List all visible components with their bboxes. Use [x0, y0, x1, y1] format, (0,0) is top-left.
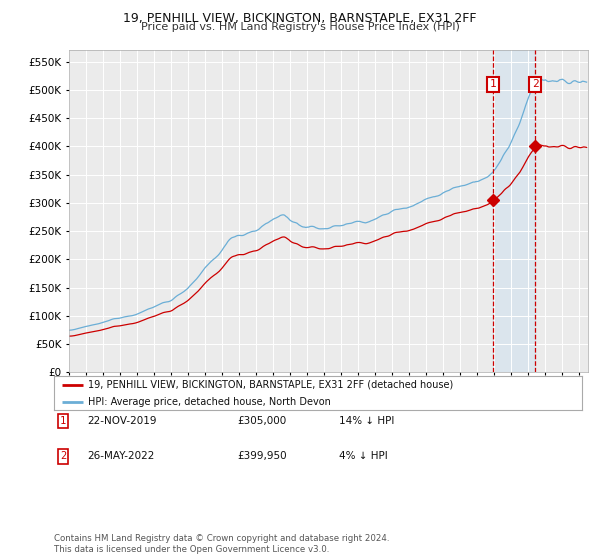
Text: 14% ↓ HPI: 14% ↓ HPI	[339, 416, 394, 426]
Text: £305,000: £305,000	[237, 416, 286, 426]
Text: 22-NOV-2019: 22-NOV-2019	[87, 416, 157, 426]
Text: 19, PENHILL VIEW, BICKINGTON, BARNSTAPLE, EX31 2FF: 19, PENHILL VIEW, BICKINGTON, BARNSTAPLE…	[123, 12, 477, 25]
Text: 2: 2	[532, 80, 539, 89]
Text: 1: 1	[490, 80, 496, 89]
Text: 2: 2	[60, 451, 66, 461]
Bar	[493, 50, 535, 372]
Text: 1: 1	[60, 416, 66, 426]
Text: 26-MAY-2022: 26-MAY-2022	[87, 451, 154, 461]
Text: 4% ↓ HPI: 4% ↓ HPI	[339, 451, 388, 461]
Text: £399,950: £399,950	[237, 451, 287, 461]
Text: Contains HM Land Registry data © Crown copyright and database right 2024.
This d: Contains HM Land Registry data © Crown c…	[54, 534, 389, 554]
Text: HPI: Average price, detached house, North Devon: HPI: Average price, detached house, Nort…	[88, 396, 331, 407]
Text: 19, PENHILL VIEW, BICKINGTON, BARNSTAPLE, EX31 2FF (detached house): 19, PENHILL VIEW, BICKINGTON, BARNSTAPLE…	[88, 380, 454, 390]
Text: Price paid vs. HM Land Registry's House Price Index (HPI): Price paid vs. HM Land Registry's House …	[140, 22, 460, 32]
